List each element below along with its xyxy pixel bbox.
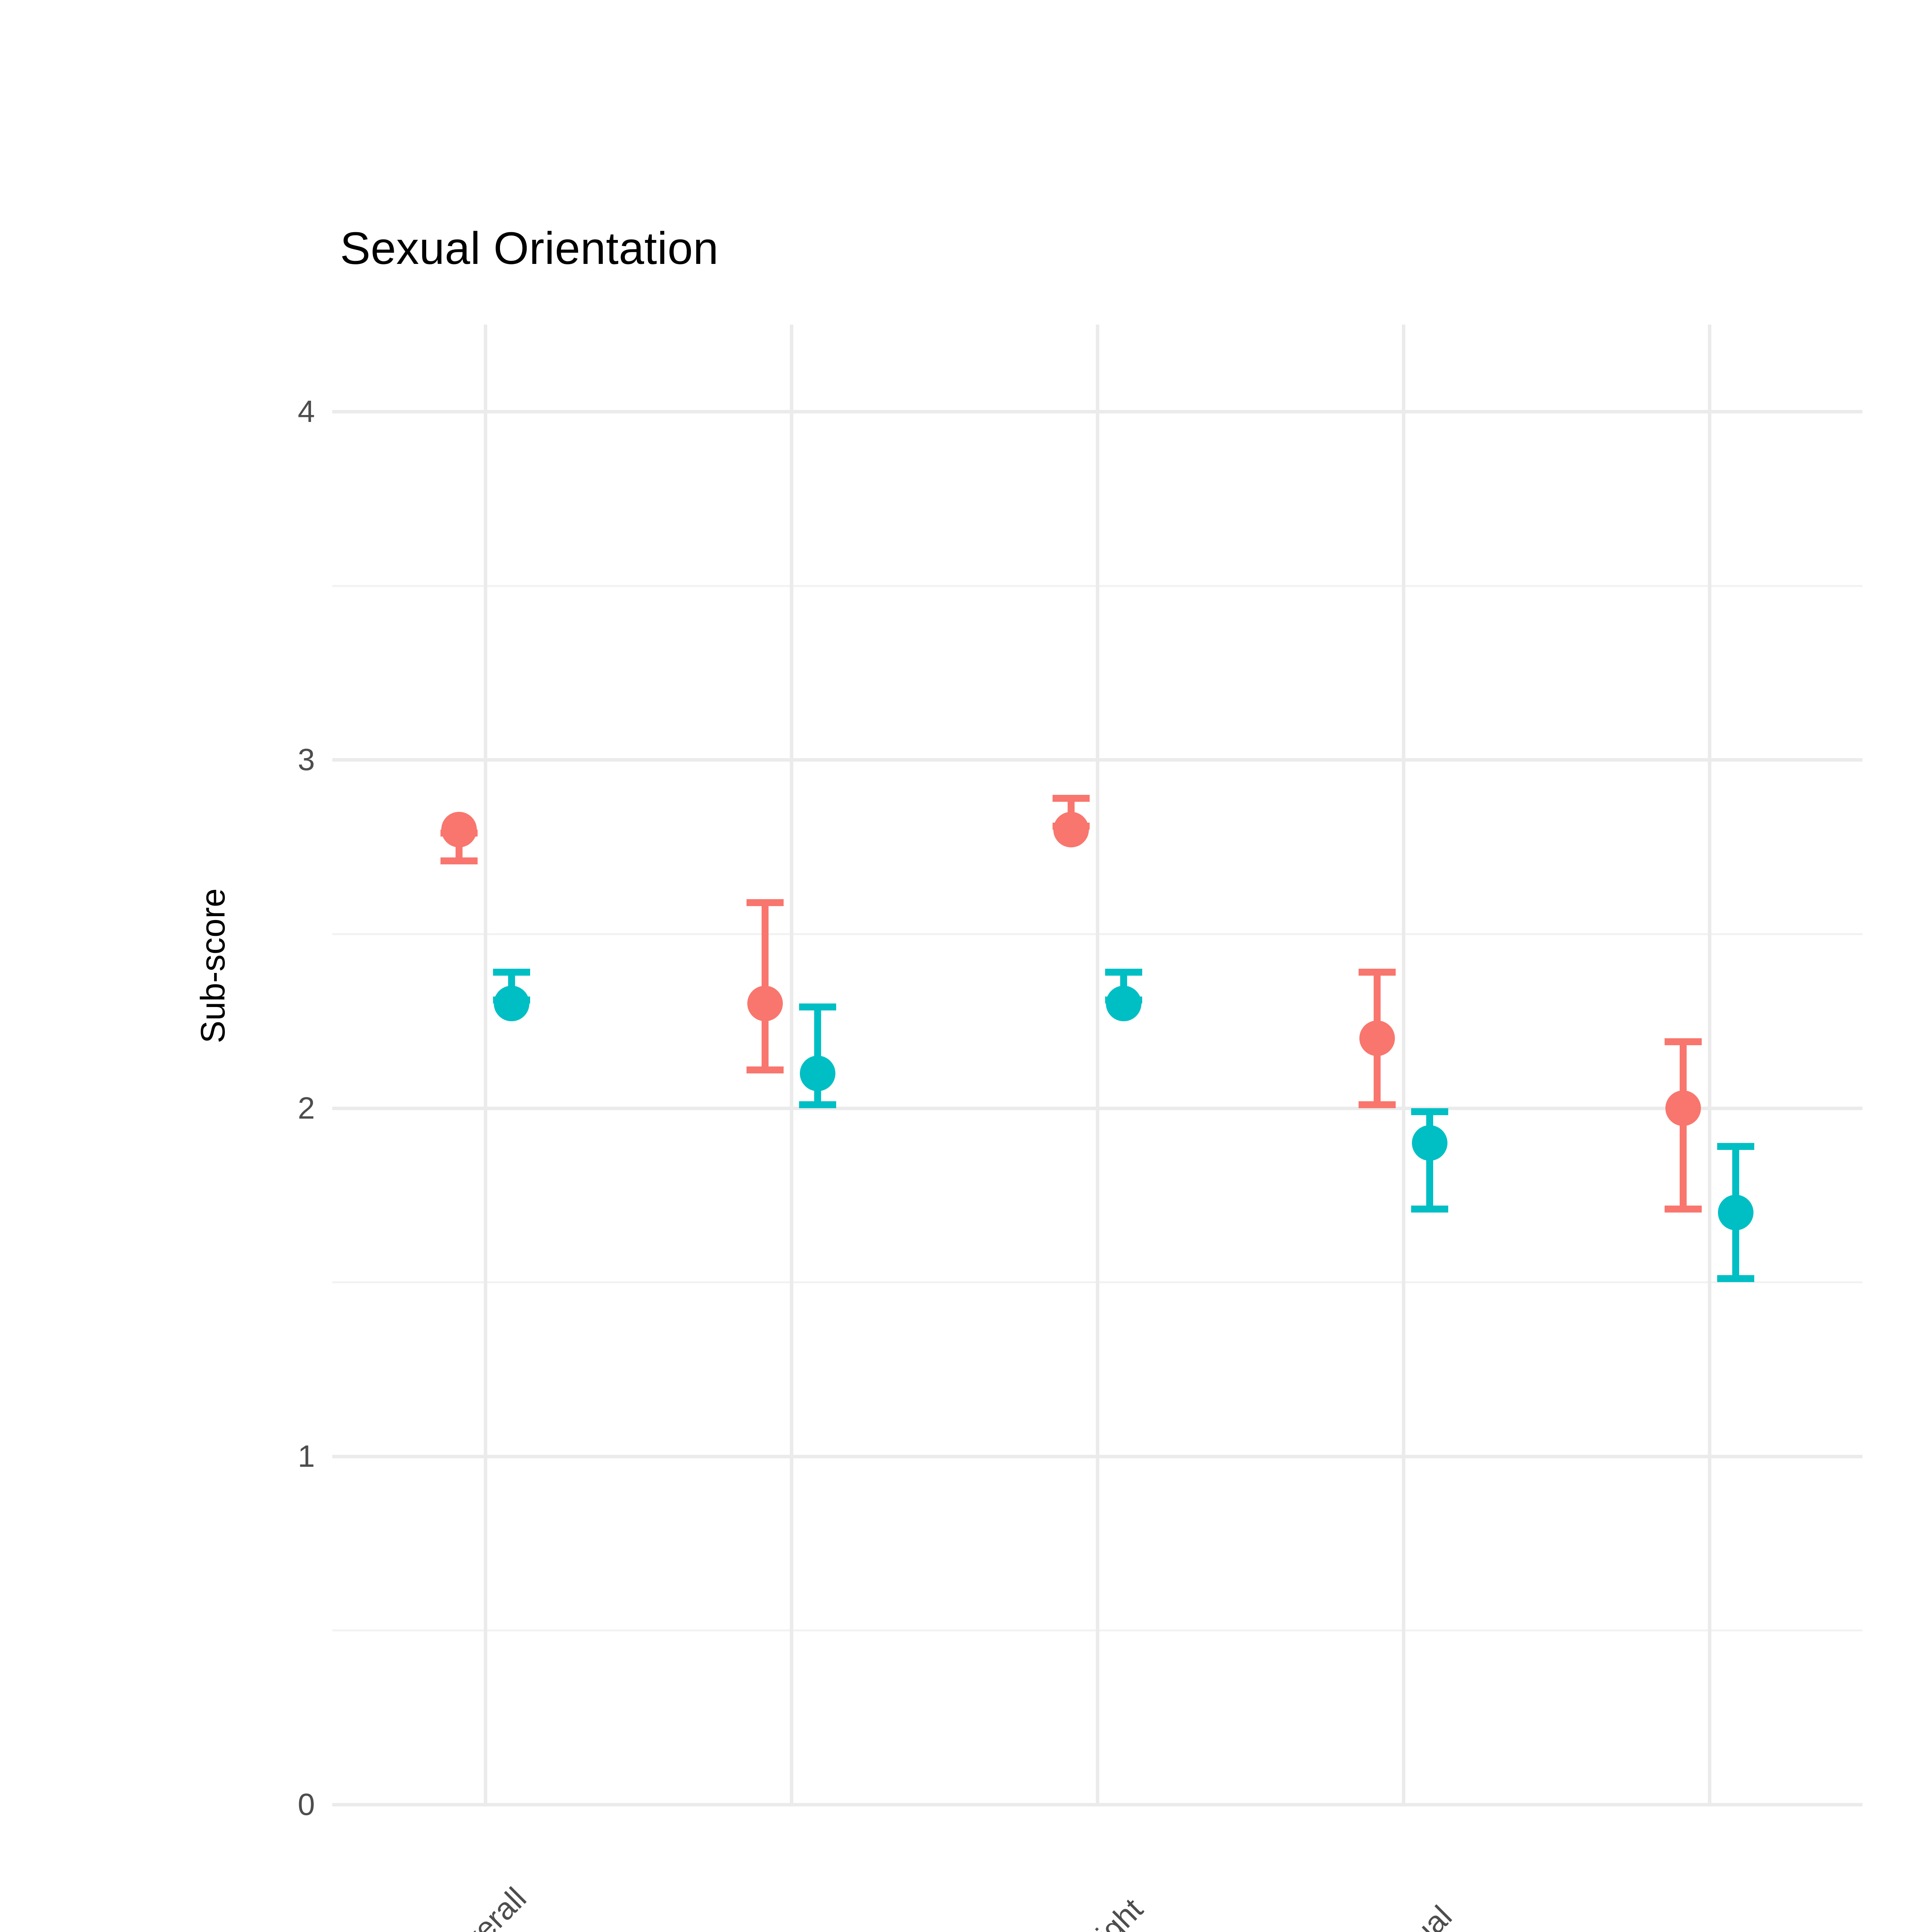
y-axis-tick-labels: 0 1 2 3 4 [255, 325, 315, 1821]
x-axis-tick-label-text: overall [444, 1881, 533, 1932]
gridline-major-vertical [1402, 325, 1405, 1804]
gridline-major-vertical [484, 325, 487, 1804]
data-point [494, 986, 529, 1022]
x-axis-tick-label: Straight [1050, 1816, 1225, 1932]
errorbar-cap-lower [799, 1101, 836, 1108]
errorbar-cap-upper [1411, 1108, 1448, 1115]
y-axis-tick-label: 3 [298, 742, 315, 777]
errorbar-cap-upper [1053, 794, 1090, 802]
data-point [1106, 986, 1141, 1022]
x-axis-tick-label-text: Bisexual [1351, 1899, 1459, 1932]
page-title: Sexual Orientation [340, 223, 719, 274]
errorbar-cap-lower [1359, 1101, 1396, 1108]
x-axis-tick-label: Bisexual [1351, 1816, 1542, 1932]
x-axis-tick-labels: overallGay/LesbianStraightBisexualAnothe… [332, 1816, 1862, 1932]
x-axis-tick-label: Another sexual orientation [1811, 1816, 1932, 1932]
y-axis-tick-label: 1 [298, 1439, 315, 1473]
data-point [1718, 1195, 1753, 1230]
data-point [1359, 1020, 1395, 1056]
errorbar-cap-upper [493, 969, 530, 976]
errorbar-cap-upper [1717, 1143, 1754, 1150]
data-point [747, 986, 783, 1022]
errorbar-cap-lower [1717, 1275, 1754, 1282]
x-axis-tick-label: Gay/Lesbian [838, 1816, 986, 1932]
y-axis-tick-label: 4 [298, 394, 315, 429]
errorbar-cap-upper [747, 899, 784, 906]
errorbar-cap-lower [1665, 1206, 1702, 1213]
data-point [800, 1055, 835, 1091]
errorbar-cap-lower [1411, 1206, 1448, 1213]
errorbar-cap-lower [747, 1066, 784, 1073]
errorbar-cap-upper [1359, 969, 1396, 976]
y-axis-tick-label: 2 [298, 1090, 315, 1125]
errorbar-cap-upper [799, 1003, 836, 1011]
x-axis-tick-label: overall [444, 1816, 598, 1932]
data-point [1053, 811, 1089, 847]
y-axis-tick-label: 0 [298, 1787, 315, 1821]
x-axis-tick-label-text: Straight [1049, 1891, 1150, 1932]
data-point [1665, 1090, 1701, 1126]
gridline-major-vertical [1096, 325, 1099, 1804]
gridline-major-horizontal [332, 1803, 1862, 1806]
data-point [1412, 1125, 1447, 1161]
gridline-major-vertical [1708, 325, 1711, 1804]
errorbar-cap-upper [1665, 1038, 1702, 1046]
errorbar-cap-lower [440, 857, 478, 864]
plot-panel [332, 325, 1862, 1806]
y-axis-title: Sub-score [194, 888, 232, 1043]
errorbar-cap-upper [1105, 969, 1142, 976]
data-point [441, 811, 477, 847]
gridline-major-vertical [790, 325, 793, 1804]
